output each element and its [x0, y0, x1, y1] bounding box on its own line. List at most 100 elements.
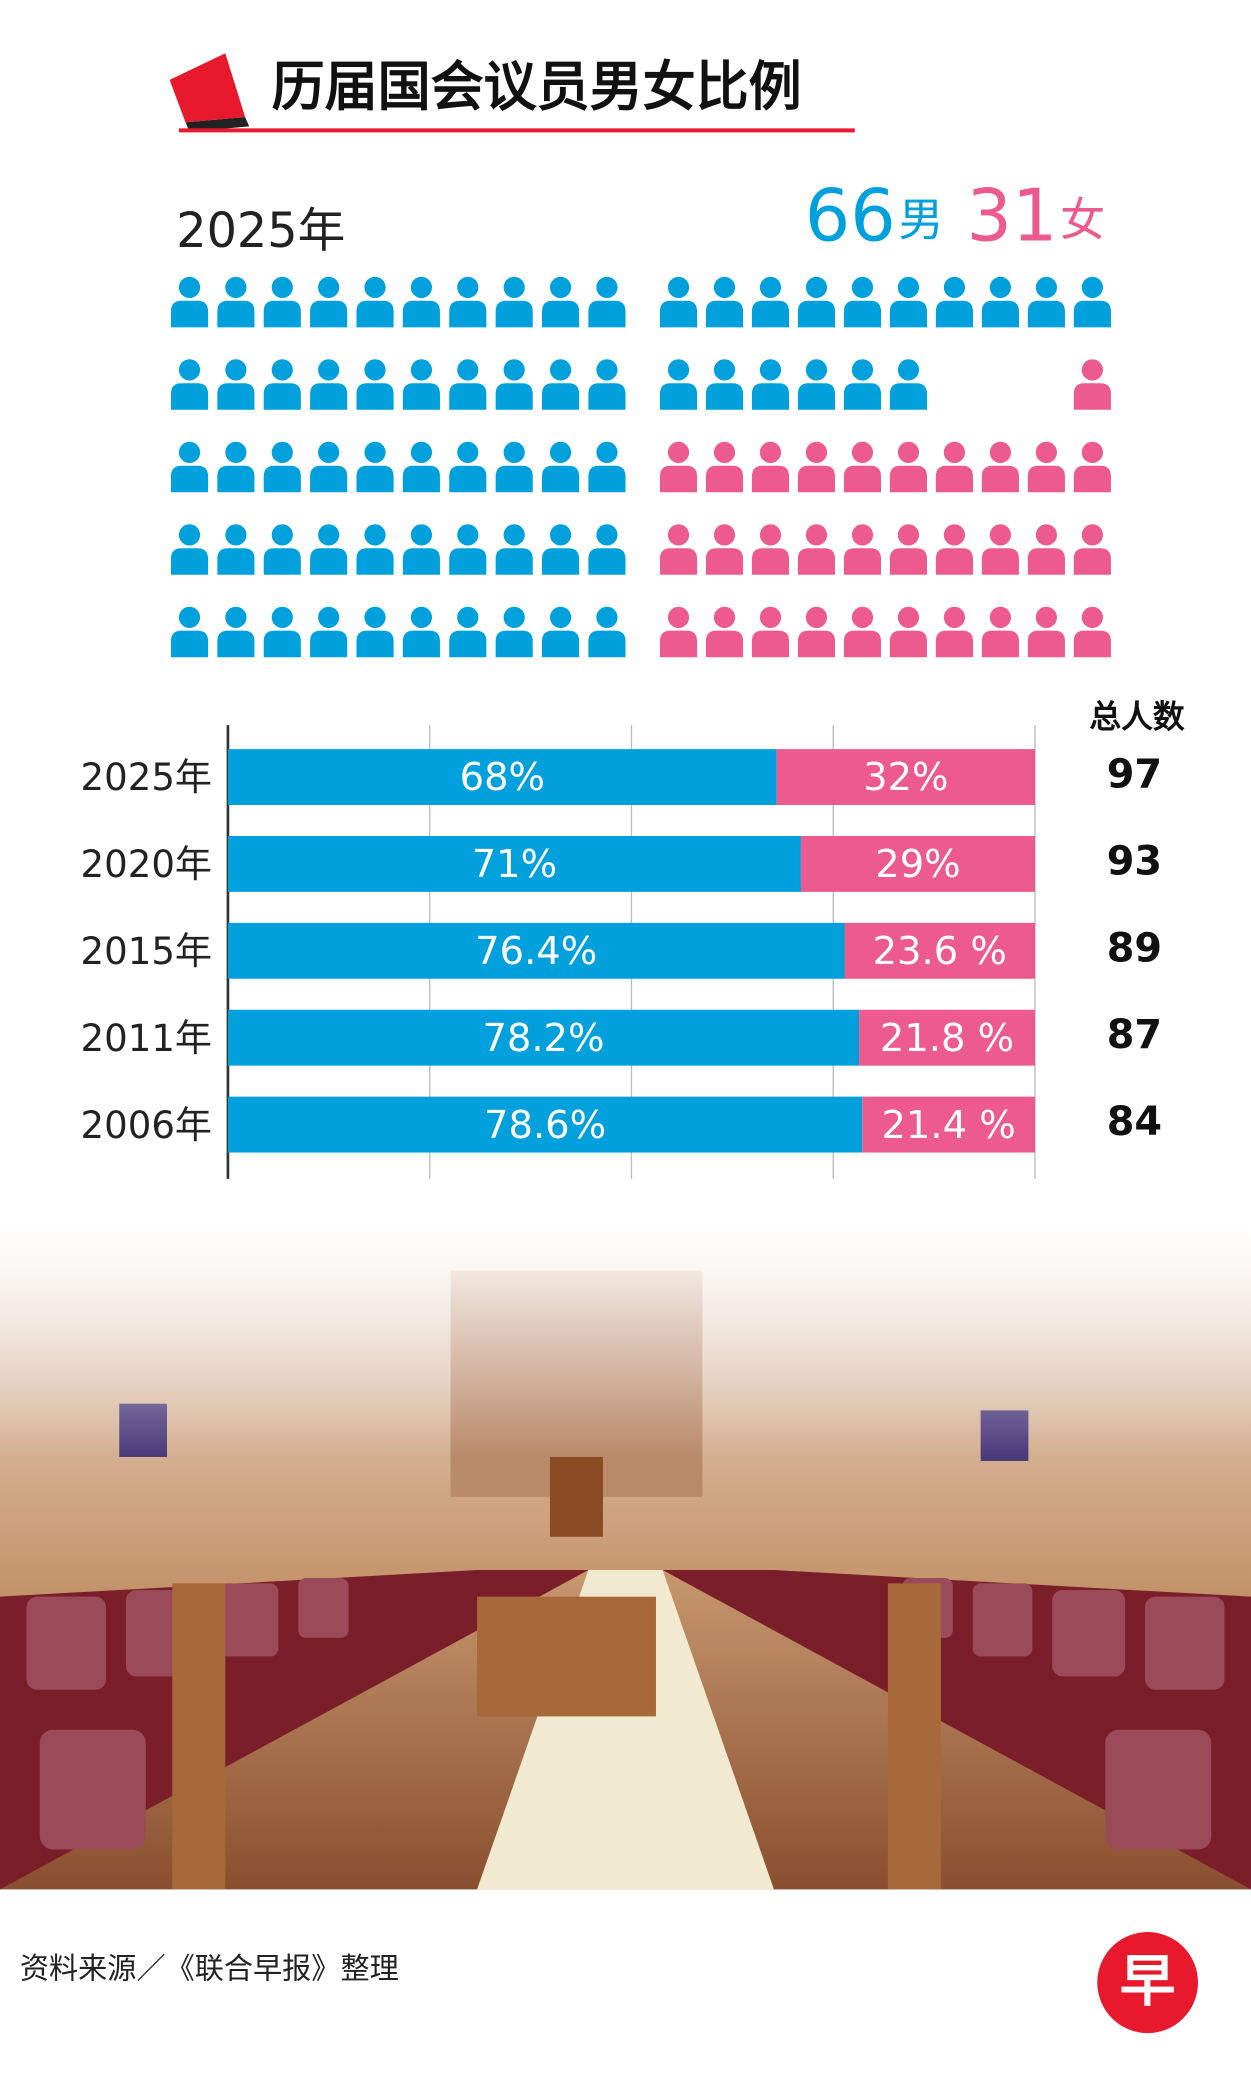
male-icon: [542, 276, 580, 328]
female-icon: [797, 606, 836, 658]
bar-segment: [227, 749, 777, 805]
male-count: 66: [805, 173, 896, 257]
female-icon: [843, 524, 882, 575]
male-icon: [356, 606, 394, 658]
male-icon: [449, 606, 487, 658]
logo-circle: [1097, 1931, 1198, 2034]
female-icon: [889, 441, 927, 493]
male-icon: [217, 524, 255, 575]
male-icon: [542, 359, 580, 410]
value-label: 21.8 %: [880, 1016, 1014, 1061]
male-icon: [449, 276, 487, 328]
source: 资料来源／《联合早报》整理: [20, 1952, 399, 1986]
male-icon: [542, 441, 580, 493]
male-icon: [751, 359, 790, 410]
male-icon: [797, 359, 836, 410]
male-icon: [935, 276, 973, 328]
male-icon: [170, 606, 209, 658]
male-icon: [588, 441, 626, 493]
male-icon: [889, 276, 927, 328]
male-icon: [495, 441, 533, 493]
male-icon: [356, 276, 394, 328]
female-icon: [889, 606, 927, 658]
bar-segment: [844, 922, 1035, 979]
value-label: 29%: [875, 842, 960, 887]
male-icon: [542, 606, 580, 658]
male-icon: [1027, 276, 1065, 328]
female-icon: [705, 524, 744, 575]
male-icon: [310, 276, 348, 328]
female-icon: [1073, 524, 1111, 575]
total-value: 84: [1107, 1099, 1162, 1145]
male-icon: [705, 359, 744, 410]
bar-segment: [776, 749, 1035, 805]
male-icon: [402, 276, 440, 328]
bar-segment: [227, 922, 845, 979]
value-label: 76.4%: [475, 929, 597, 974]
value-label: 71%: [472, 842, 557, 887]
female-icon: [981, 524, 1019, 575]
male-icon: [170, 441, 209, 493]
bar-segment: [227, 1096, 863, 1153]
female-icon: [935, 441, 973, 493]
male-icon: [495, 276, 533, 328]
male-icon: [170, 524, 209, 575]
male-icon: [495, 606, 533, 658]
male-icon: [495, 524, 533, 575]
title: 历届国会议员男女比例: [272, 56, 802, 118]
male-icon: [449, 441, 487, 493]
female-icon: [797, 441, 836, 493]
pictogram-year: 2025年: [176, 204, 345, 259]
female-icon: [705, 441, 744, 493]
female-icon: [935, 606, 973, 658]
bar-segment: [859, 1009, 1035, 1066]
male-icon: [659, 276, 698, 328]
bar-segment: [800, 835, 1035, 892]
male-icon: [310, 524, 348, 575]
female-count: 31: [966, 173, 1057, 257]
female-label: 女: [1060, 193, 1105, 246]
female-icon: [659, 441, 698, 493]
female-icon: [1027, 524, 1065, 575]
male-icon: [843, 276, 882, 328]
male-icon: [263, 359, 301, 410]
male-icon: [588, 359, 626, 410]
male-icon: [170, 276, 209, 328]
total-value: 89: [1107, 925, 1162, 971]
female-icon: [981, 441, 1019, 493]
female-icon: [751, 441, 790, 493]
female-icon: [659, 524, 698, 575]
female-icon: [981, 606, 1019, 658]
female-icon: [1073, 359, 1111, 410]
male-icon: [310, 441, 348, 493]
value-label: 23.6 %: [873, 929, 1007, 974]
male-icon: [402, 606, 440, 658]
male-label: 男: [898, 193, 943, 246]
total-value: 97: [1107, 751, 1162, 797]
male-icon: [310, 606, 348, 658]
female-icon: [843, 441, 882, 493]
male-icon: [217, 276, 255, 328]
total-value: 87: [1107, 1012, 1162, 1058]
female-icon: [705, 606, 744, 658]
male-icon: [843, 359, 882, 410]
category-label: 2020年: [81, 842, 213, 886]
male-icon: [797, 276, 836, 328]
female-icon: [889, 524, 927, 575]
male-icon: [263, 524, 301, 575]
female-icon: [751, 524, 790, 575]
male-icon: [310, 359, 348, 410]
bar-segment: [227, 1009, 860, 1066]
total-value: 93: [1107, 838, 1162, 884]
totals-header: 总人数: [1089, 697, 1185, 735]
value-label: 32%: [863, 755, 948, 800]
male-icon: [889, 359, 927, 410]
male-icon: [263, 276, 301, 328]
value-label: 68%: [460, 755, 545, 800]
female-icon: [797, 524, 836, 575]
male-icon: [263, 606, 301, 658]
female-icon: [1027, 441, 1065, 493]
female-icon: [659, 606, 698, 658]
